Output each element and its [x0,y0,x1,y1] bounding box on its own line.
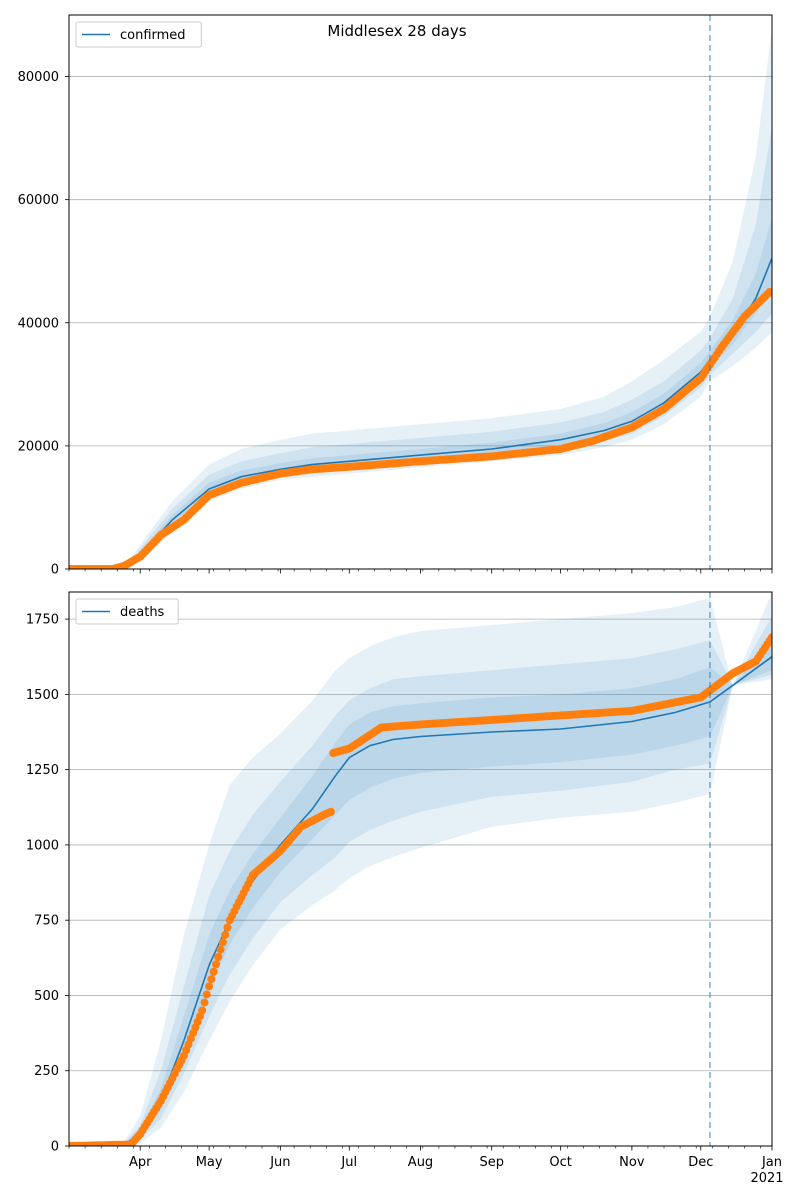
observed-point [207,975,216,984]
observed-point [216,945,225,954]
observed-point [214,953,223,961]
observed-series [69,633,772,1146]
figure-title: Middlesex 28 days [327,22,466,40]
x-tick-label: Dec [688,1155,713,1170]
y-tick-label: 500 [34,989,59,1004]
observed-point [218,938,227,947]
uncertainty-band [69,592,772,1146]
y-tick-label: 750 [34,914,59,929]
y-tick-label: 0 [51,1140,59,1155]
x-tick-label: Jun [269,1155,290,1170]
legend-label: confirmed [120,28,186,43]
legend-label: deaths [120,605,165,620]
y-tick-label: 80000 [18,70,59,85]
axes-frame [68,14,773,570]
y-tick-label: 1250 [26,763,59,778]
observed-point [212,960,220,969]
x-tick-label: Nov [619,1155,645,1170]
observed-point [765,288,772,296]
x-tick-label: Apr [129,1155,152,1170]
x-tick-label: May [196,1155,223,1170]
legend-box [75,598,179,625]
observed-series [69,288,772,569]
y-tick-label: 1000 [26,838,59,853]
x-tick-label: Jan [761,1155,782,1170]
observed-point [221,930,230,939]
y-tick-label: 60000 [18,193,59,208]
x-tick-label: Sep [479,1155,504,1170]
confirmed-panel: 0 20000 40000 60000 80000 confirmed [18,14,773,578]
observed-point [200,998,209,1007]
observed-point [223,923,232,932]
year-label: 2021 [750,1171,783,1186]
plot-area [69,27,772,569]
observed-point [326,807,335,816]
uncertainty-band [69,218,772,569]
x-tick-label: Jul [340,1155,357,1170]
x-tick-label: Oct [549,1155,571,1170]
observed-point [198,1006,207,1015]
legend: confirmed [75,21,202,48]
observed-point [205,982,214,991]
legend: deaths [75,598,179,625]
y-tick-label: 40000 [18,316,59,331]
observed-point [202,990,211,999]
uncertainty-band [69,27,772,569]
y-tick-label: 250 [34,1064,59,1079]
uncertainty-band [69,616,772,1146]
x-tick-label: Aug [408,1155,433,1170]
observed-point [209,967,218,976]
plot-area [69,592,772,1146]
deaths-panel: 0 250 500 750 1000 1250 1500 1750 Apr May Jun Jul Au… [26,591,782,1170]
y-tick-label: 0 [51,563,59,578]
observed-point [768,633,772,642]
uncertainty-band [69,640,772,1146]
y-tick-label: 1750 [26,613,59,628]
y-tick-label: 20000 [18,439,59,454]
y-tick-label: 1500 [26,688,59,703]
legend-box [75,21,202,48]
